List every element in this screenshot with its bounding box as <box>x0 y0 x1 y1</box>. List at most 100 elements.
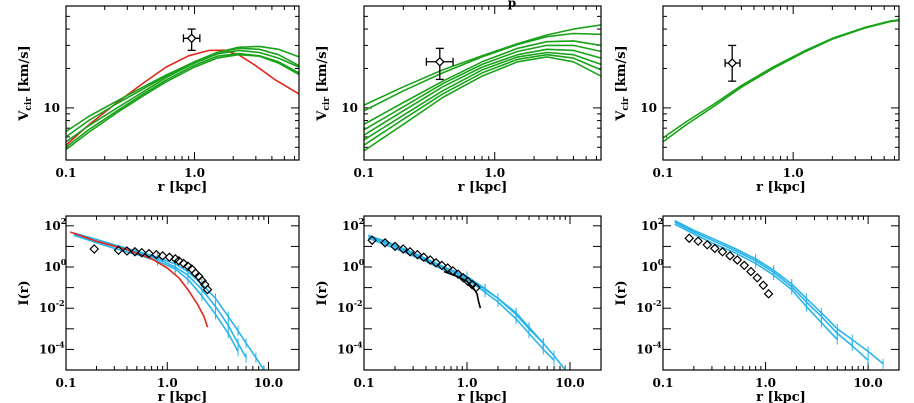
data-marker <box>197 275 207 286</box>
data-marker <box>412 249 423 260</box>
series-line-cyan <box>368 234 544 344</box>
data-marker <box>471 282 481 293</box>
y-axis-label: Vcir [km/s] <box>17 45 34 121</box>
series-line-green <box>364 40 601 125</box>
series-line-cyan <box>73 233 247 358</box>
series-line-red <box>69 231 209 328</box>
series-group <box>364 24 601 152</box>
data-marker <box>113 245 124 256</box>
data-marker <box>752 272 763 283</box>
data-marker <box>380 237 390 248</box>
data-marker <box>367 235 378 246</box>
x-tick-label: 10.0 <box>854 376 883 390</box>
data-marker <box>130 246 140 257</box>
data-marker <box>702 239 713 250</box>
x-axis-label: r [kpc] <box>458 390 508 403</box>
x-tick-label: 0.1 <box>653 166 674 180</box>
series-line-green <box>66 47 299 133</box>
series-group <box>69 231 265 370</box>
x-tick-label: 10.0 <box>254 376 283 390</box>
y-tick-label: 102 <box>342 216 364 233</box>
x-axis-label: r [kpc] <box>756 180 806 195</box>
x-tick-label: 1.0 <box>157 376 178 390</box>
x-tick-label: 10.0 <box>555 376 584 390</box>
series-line-green <box>66 53 299 151</box>
x-tick-label: 0.1 <box>354 376 375 390</box>
data-marker <box>202 284 213 295</box>
x-tick-label: 0.1 <box>56 376 77 390</box>
y-axis-label: I(r) <box>17 280 32 305</box>
x-axis-label: r [kpc] <box>756 390 806 403</box>
y-axis-label: I(r) <box>614 280 629 305</box>
series-line-green <box>364 32 601 112</box>
data-marker <box>684 233 695 244</box>
panel-bottom-right: 0.1 1.0 10.0 102 100 10-2 10-4 r [kpc] I(r) <box>614 215 900 403</box>
data-marker <box>763 288 774 299</box>
series-group <box>367 234 566 370</box>
series-line-cyan <box>674 221 869 361</box>
data-marker <box>151 249 162 260</box>
y-tick-label: 10-4 <box>39 339 65 356</box>
x-axis-label: r [kpc] <box>458 180 508 195</box>
panel-top-left: 0.1 1.0 10 r [kpc] Vcir [km/s] <box>17 5 300 195</box>
y-axis-label: I(r) <box>315 280 330 305</box>
series-group <box>674 219 884 369</box>
point-marker <box>727 58 738 68</box>
data-marker <box>122 246 132 256</box>
y-tick-label: 102 <box>44 216 66 233</box>
x-axis-label: r [kpc] <box>158 390 208 403</box>
y-tick-label: 10-4 <box>337 339 363 356</box>
data-marker <box>463 276 473 287</box>
data-marker <box>144 248 154 259</box>
y-tick-label: 10-2 <box>636 298 662 315</box>
data-marker <box>758 280 769 291</box>
panel-top-middle: 0.1 1.0 10 r [kpc] Vcir [km/s] <box>315 5 602 195</box>
data-marker <box>709 243 720 254</box>
top-title-fragment: p <box>508 0 516 10</box>
data-marker <box>164 252 175 263</box>
data-marker <box>717 246 728 257</box>
x-tick-label: 0.1 <box>56 166 77 180</box>
series-group <box>663 19 899 143</box>
x-tick-label: 0.1 <box>354 166 375 180</box>
y-tick-label: 100 <box>44 257 67 274</box>
axes-frame <box>363 215 602 371</box>
series-line-green <box>66 49 299 143</box>
series-line-green <box>364 48 601 136</box>
y-tick-label: 102 <box>641 216 663 233</box>
data-marker <box>390 241 400 252</box>
series-line-cyan <box>73 234 239 352</box>
y-tick-label: 10 <box>341 101 358 115</box>
point-marker <box>186 33 197 44</box>
panel-bottom-left: 0.1 1.0 10.0 102 100 10-2 10-4 r [kpc] I(r) <box>17 215 300 403</box>
data-marker <box>183 261 193 272</box>
x-tick-label: 1.0 <box>457 376 478 390</box>
data-marker <box>739 260 750 271</box>
y-tick-label: 100 <box>641 257 664 274</box>
series-line-green <box>66 45 299 138</box>
x-tick-label: 1.0 <box>184 166 205 180</box>
series-line-green <box>364 44 601 131</box>
panel-bottom-middle: 0.1 1.0 10.0 102 100 10-2 10-4 r [kpc] I(r) <box>315 215 602 403</box>
series-line-green <box>663 19 899 143</box>
axes-frame <box>662 5 900 161</box>
y-tick-label: 100 <box>342 257 365 274</box>
data-marker <box>157 250 168 261</box>
data-marker <box>89 244 100 254</box>
series-line-green <box>364 53 601 146</box>
axes-frame <box>65 215 300 371</box>
panel-top-right: 0.1 1.0 10 r [kpc] Vcir [km/s] <box>614 5 900 195</box>
data-marker <box>431 257 441 268</box>
series-line-cyan <box>368 237 555 361</box>
y-axis-label: Vcir [km/s] <box>315 45 332 121</box>
data-marker <box>398 244 409 254</box>
point-marker <box>434 56 445 67</box>
data-marker <box>178 258 189 269</box>
data-marker <box>418 252 429 263</box>
data-marker <box>746 266 756 277</box>
x-axis-label: r [kpc] <box>158 180 208 195</box>
y-tick-label: 10 <box>43 101 60 115</box>
y-tick-label: 10-4 <box>636 339 662 356</box>
data-marker <box>173 255 184 266</box>
